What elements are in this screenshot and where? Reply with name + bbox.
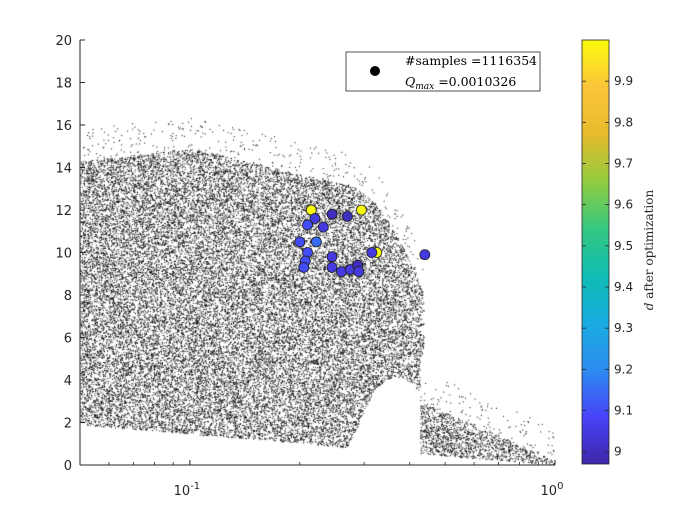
optimized-point — [309, 213, 321, 224]
legend-qmax-value: =0.0010326 — [434, 74, 516, 89]
y-tick-label: 8 — [64, 289, 72, 304]
colorbar-tick-label: 9.5 — [614, 239, 633, 253]
colorbar-ticks: 9 9.1 9.2 9.3 9.4 9.5 9.6 9.7 9.8 9.9 — [582, 74, 633, 459]
colorbar-label-italic: d — [642, 302, 656, 310]
colorbar-tick-label: 9.6 — [614, 198, 633, 212]
y-tick-label: 14 — [55, 162, 72, 177]
y-tick-label: 20 — [55, 34, 72, 49]
y-tick-label: 10 — [55, 247, 72, 262]
x-tick-base: 10 — [174, 484, 191, 499]
y-tick-label: 0 — [64, 459, 72, 474]
optimized-point — [356, 204, 367, 216]
optimized-point — [341, 210, 353, 222]
legend-qmax-sub: max — [415, 82, 434, 92]
optimized-point — [366, 247, 378, 258]
legend-samples-label: #samples =1116354 — [405, 53, 537, 68]
optimized-point — [317, 221, 329, 233]
sample-cloud — [80, 40, 555, 465]
legend-marker — [370, 66, 380, 76]
optimized-point — [326, 261, 338, 273]
y-tick-label: 18 — [55, 77, 72, 92]
colorbar: 9 9.1 9.2 9.3 9.4 9.5 9.6 9.7 9.8 9.9 d after opt… — [581, 39, 656, 465]
x-tick-exponent: 0 — [557, 481, 563, 492]
x-ticks: 10-1 100 — [108, 460, 564, 499]
colorbar-label-rest: after optimization — [642, 190, 656, 303]
optimized-point — [294, 236, 306, 248]
y-tick-label: 16 — [55, 119, 72, 134]
optimized-point — [336, 266, 347, 278]
legend: #samples =1116354 Qmax =0.0010326 — [345, 51, 541, 92]
colorbar-bar — [581, 39, 610, 465]
sample-cloud-area — [80, 40, 555, 465]
colorbar-label: d after optimization — [642, 190, 656, 311]
y-tick-label: 4 — [64, 374, 72, 389]
optimized-point — [419, 249, 431, 261]
legend-qmax-label: Qmax =0.0010326 — [405, 74, 516, 92]
optimized-points — [294, 204, 431, 278]
colorbar-tick-label: 9.7 — [614, 156, 633, 170]
optimized-point — [326, 251, 338, 263]
optimized-point — [353, 266, 365, 278]
colorbar-tick-label: 9.9 — [614, 74, 633, 88]
colorbar-tick-label: 9.3 — [614, 321, 633, 335]
x-tick-label: 10-1 — [174, 481, 201, 499]
optimized-point — [310, 236, 322, 248]
y-ticks: 0 2 4 6 8 10 12 14 16 18 20 — [55, 34, 85, 474]
colorbar-tick-label: 9 — [614, 445, 622, 459]
colorbar-tick-label: 9.8 — [614, 115, 633, 129]
x-tick-exponent: -1 — [190, 481, 200, 492]
x-tick-label: 100 — [541, 481, 564, 499]
x-tick-base: 10 — [541, 484, 558, 499]
optimized-point — [302, 219, 313, 231]
colorbar-tick-label: 9.2 — [614, 362, 633, 376]
y-tick-label: 12 — [55, 204, 72, 219]
y-tick-label: 6 — [64, 332, 72, 347]
colorbar-tick-label: 9.4 — [614, 280, 633, 294]
legend-qmax-prefix: Q — [405, 74, 415, 89]
optimized-point — [326, 208, 338, 220]
y-tick-label: 2 — [64, 417, 72, 432]
optimized-point — [298, 261, 310, 273]
colorbar-tick-label: 9.1 — [614, 403, 633, 417]
